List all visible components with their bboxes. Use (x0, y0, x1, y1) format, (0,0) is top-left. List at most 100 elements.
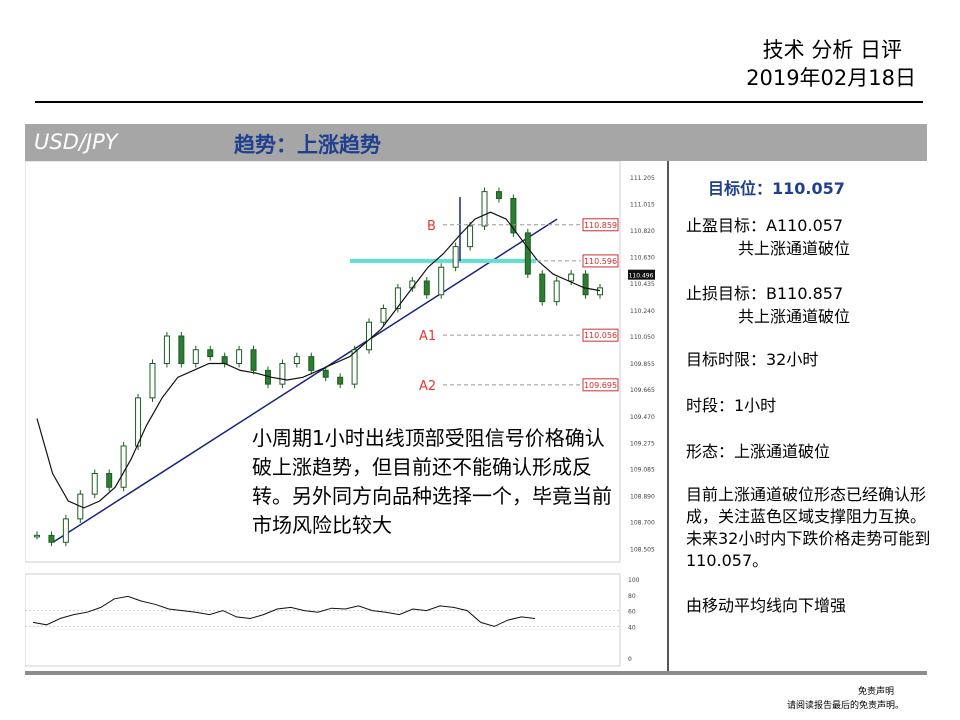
candle-body (163, 335, 170, 364)
y-tick-label: 108.505 (630, 546, 655, 553)
candle-body (207, 349, 214, 358)
y-tick-label: 109.085 (630, 467, 655, 474)
candle-body (62, 518, 69, 543)
candle-body (597, 287, 603, 296)
level-value: 110.859 (584, 221, 617, 230)
candle-body (120, 445, 127, 488)
y-tick-label: 110.435 (630, 281, 655, 288)
target-label: 目标位：110.057 (708, 179, 845, 198)
trend-label: 趋势：上涨趋势 (234, 133, 381, 157)
candle-body (250, 349, 257, 371)
candle-body (366, 321, 373, 351)
rsi-line (32, 595, 536, 627)
candle-body (279, 363, 286, 385)
price-plot-frame (25, 161, 621, 563)
candle-body (236, 349, 243, 364)
candle-body (409, 280, 416, 289)
y-tick-label: 111.015 (630, 201, 655, 208)
rsi-plot-frame (25, 573, 621, 667)
candle-body (553, 280, 560, 303)
chart-comment: 小周期1小时出线顶部受阻信号价格确认破上涨趋势，但目前还不能确认形成反转。另外同… (252, 426, 612, 537)
take-profit-note: 共上涨通道破位 (738, 239, 851, 258)
candle-body (351, 349, 358, 385)
y-tick-label: 108.890 (630, 494, 655, 501)
report-title: 技术 分析 日评 (762, 38, 902, 62)
candle-body (91, 473, 98, 495)
level-value: 110.056 (584, 331, 617, 340)
candle-body (582, 273, 589, 296)
current-price-tag (628, 269, 655, 280)
candle-body (467, 225, 474, 248)
candle-body (322, 369, 329, 378)
candle-body (539, 273, 546, 303)
description: 目前上涨通道破位形态已经确认形成，关注蓝色区域支撑阻力互换。未来32小时内下跌价… (686, 485, 931, 570)
y-tick-label: 109.275 (630, 441, 655, 448)
level-tag: A2 (419, 379, 436, 394)
candle-body (308, 356, 315, 371)
candle-body (438, 266, 445, 296)
bottom-bar (25, 671, 927, 675)
candle-body (34, 534, 40, 538)
y-tick-label: 109.470 (630, 414, 655, 421)
title-band: USD/JPY 趋势：上涨趋势 (25, 124, 927, 161)
current-price-label: 110.496 (629, 273, 654, 280)
rsi-tick-label: 0 (628, 656, 632, 663)
level-tag: B (427, 219, 436, 234)
level-tag: A1 (419, 329, 436, 344)
take-profit-value: 止盈目标：A110.057 (686, 216, 844, 235)
candle-body (178, 335, 185, 364)
level-value: 110.596 (584, 257, 617, 266)
level-box (582, 328, 619, 342)
support-zone (350, 258, 536, 263)
stop-loss-value: 止损目标：B110.857 (686, 284, 844, 303)
candle-body (380, 308, 387, 323)
candle-body (510, 198, 517, 234)
y-tick-label: 109.665 (630, 387, 655, 394)
y-tick-label: 110.820 (630, 228, 655, 235)
y-tick-label: 110.240 (630, 308, 655, 315)
candle-body (481, 191, 488, 227)
y-tick-label: 111.205 (630, 175, 655, 182)
timeframe: 时段：1小时 (686, 396, 777, 415)
y-tick-label: 108.700 (630, 520, 655, 527)
rsi-tick-label: 100 (628, 577, 640, 584)
candle-body (293, 356, 300, 364)
level-box (582, 378, 619, 392)
header-rule (35, 101, 923, 103)
y-tick-label: 109.855 (630, 361, 655, 368)
y-tick-label: 110.050 (630, 334, 655, 341)
candle-body (568, 273, 575, 282)
candle-body (192, 349, 199, 364)
moving-average-line (36, 211, 601, 509)
y-tick-label: 110.630 (630, 254, 655, 261)
stop-loss-note: 共上涨通道破位 (738, 307, 851, 326)
level-box (582, 254, 619, 268)
trendline (52, 218, 558, 543)
candle-body (423, 280, 430, 296)
ma-note: 由移动平均线向下增强 (686, 596, 847, 615)
level-value: 109.695 (584, 381, 617, 390)
rsi-tick-label: 60 (628, 609, 636, 616)
panel-divider (667, 161, 669, 672)
take-profit: 止盈目标：A110.057 共上涨通道破位 (686, 214, 850, 260)
disclaimer-title: 免责声明 (857, 687, 894, 697)
report-date: 2019年02月18日 (746, 66, 916, 90)
candle-body (48, 534, 55, 543)
time-limit: 目标时限：32小时 (686, 350, 819, 369)
candle-body (337, 376, 344, 385)
disclaimer-text: 请阅读报告最后的免责声明。 (786, 701, 904, 711)
candle-body (452, 246, 459, 268)
level-box (582, 218, 619, 232)
rsi-tick-label: 40 (628, 624, 636, 631)
candle-body (106, 473, 113, 488)
candle-body (524, 232, 531, 275)
candle-body (149, 363, 156, 399)
candle-body (495, 191, 502, 199)
pattern: 形态：上涨通道破位 (686, 442, 831, 461)
candle-body (221, 356, 228, 364)
candle-body (394, 287, 401, 309)
price-chart: 111.205 111.015 110.820 110.630 110.435 110.2… (25, 161, 655, 667)
currency-pair: USD/JPY (34, 130, 118, 154)
candle-body (135, 397, 142, 447)
stop-loss: 止损目标：B110.857 共上涨通道破位 (686, 282, 850, 328)
